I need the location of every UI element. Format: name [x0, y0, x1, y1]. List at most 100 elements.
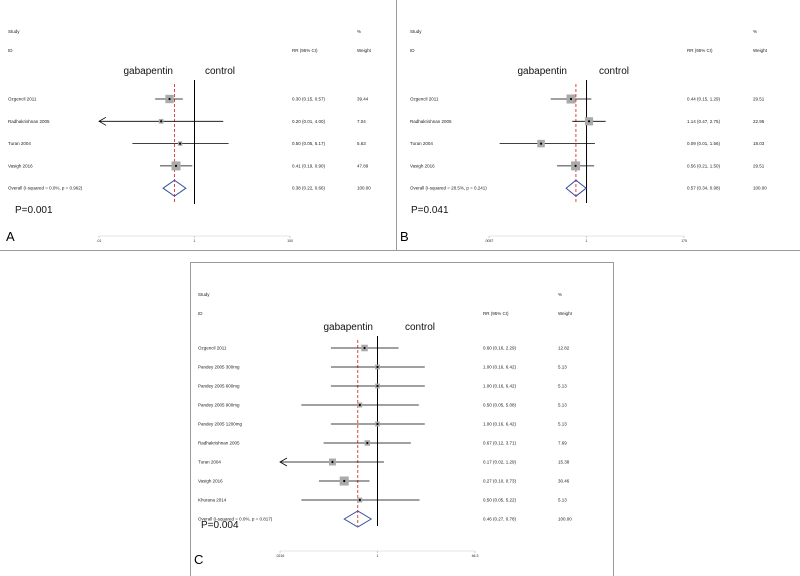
header-percent: %	[753, 29, 757, 34]
weight-value: 5.13	[558, 365, 567, 370]
study-label: Radhakrishnan 2005	[410, 119, 452, 124]
rr-ci-value: 0.60 (0.16, 2.29)	[483, 346, 517, 351]
study-label: Turan 2004	[8, 141, 31, 146]
study-label: Turan 2004	[198, 460, 221, 465]
x-tick-label: 1	[377, 554, 379, 558]
rr-ci-value: 0.44 (0.15, 1.29)	[687, 97, 721, 102]
group-label-gabapentin: gabapentin	[324, 322, 374, 333]
x-tick-label: .0057	[485, 239, 494, 243]
point-estimate	[366, 441, 369, 445]
rr-ci-value: 0.50 (0.05, 5.17)	[292, 141, 326, 146]
rr-ci-value: 0.56 (0.21, 1.50)	[687, 163, 721, 168]
point-estimate	[574, 164, 577, 167]
overall-weight-value: 100.00	[357, 186, 371, 191]
study-label: Ozgencil 2011	[198, 346, 227, 351]
study-label: Ozgencil 2011	[410, 97, 439, 102]
panel-label-c: C	[194, 552, 204, 567]
point-estimate	[179, 142, 182, 145]
point-estimate	[539, 142, 543, 145]
rr-ci-value: 0.50 (0.05, 5.22)	[483, 498, 517, 503]
overall-rr-ci-value: 0.57 (0.34, 0.98)	[687, 186, 721, 191]
rr-ci-value: 1.00 (0.16, 6.42)	[483, 365, 517, 370]
x-tick-label: .0216	[276, 554, 285, 558]
overall-diamond	[565, 179, 587, 197]
weight-value: 29.51	[753, 163, 765, 168]
study-label: Radhakrishnan 2005	[8, 119, 50, 124]
header-weight: Weight	[357, 48, 372, 53]
study-label: Pandey 2005 300mg	[198, 365, 240, 370]
study-label: Pandey 2005 900mg	[198, 403, 240, 408]
weight-value: 7.69	[558, 441, 567, 446]
rr-ci-value: 0.30 (0.15, 0.57)	[292, 97, 326, 102]
weight-value: 30.46	[558, 479, 570, 484]
point-estimate	[363, 346, 366, 350]
ci-arrow-left	[279, 457, 288, 467]
group-label-gabapentin: gabapentin	[124, 66, 174, 77]
point-estimate	[587, 120, 591, 123]
rr-ci-value: 1.14 (0.47, 2.75)	[687, 119, 721, 124]
weight-value: 22.95	[753, 119, 765, 124]
header-weight: Weight	[753, 48, 768, 53]
overall-label: Overall (I-squared = 0.0%, p = 0.817)	[198, 517, 273, 522]
p-value: P=0.041	[411, 205, 449, 216]
study-label: Pandey 2005 1200mg	[198, 422, 243, 427]
overall-rr-ci-value: 0.46 (0.27, 0.78)	[483, 517, 517, 522]
point-estimate	[174, 164, 178, 167]
header-percent: %	[357, 29, 361, 34]
x-tick-label: 1	[586, 239, 588, 243]
weight-value: 5.13	[558, 403, 567, 408]
weight-value: 12.82	[558, 346, 570, 351]
panel-label-b: B	[400, 229, 409, 244]
study-label: Ozgencil 2011	[8, 97, 37, 102]
weight-value: 5.13	[558, 422, 567, 427]
forest-plot-panel-c: Study ID RR (95% CI)% Weight gabapentin contr…	[190, 262, 614, 576]
study-label: Turan 2004	[410, 141, 433, 146]
forest-plot-c: Study ID RR (95% CI)% Weight gabapentin contr…	[198, 292, 573, 558]
point-estimate	[569, 97, 573, 101]
header-study: Study	[198, 292, 210, 297]
overall-diamond	[162, 179, 187, 197]
panel-label-a: A	[6, 229, 15, 244]
header-study: Study	[410, 29, 422, 34]
x-tick-label: 100	[287, 239, 293, 243]
study-label: Vasigh 2016	[198, 479, 223, 484]
x-tick-label: 175	[681, 239, 687, 243]
overall-weight-value: 100.00	[558, 517, 572, 522]
weight-value: 15.38	[558, 460, 570, 465]
p-value: P=0.004	[201, 520, 239, 531]
study-label: Vasigh 2016	[410, 163, 435, 168]
forest-plot-b: Study ID RR (95% CI)% Weight gabapentin contr…	[410, 29, 768, 243]
header-rr-ci: RR (95% CI)	[687, 48, 713, 53]
study-label: Radhakrishnan 2005	[198, 441, 240, 446]
header-id: ID	[8, 48, 13, 53]
group-label-gabapentin: gabapentin	[518, 66, 568, 77]
rr-ci-value: 0.41 (0.19, 0.90)	[292, 163, 326, 168]
weight-value: 29.51	[753, 97, 765, 102]
rr-ci-value: 1.00 (0.16, 6.42)	[483, 422, 517, 427]
point-estimate	[331, 460, 334, 464]
p-value: P=0.001	[15, 205, 53, 216]
group-label-control: control	[599, 66, 629, 77]
forest-plot-panel-b: Study ID RR (95% CI)% Weight gabapentin contr…	[396, 0, 800, 251]
weight-value: 5.13	[558, 384, 567, 389]
point-estimate	[168, 97, 171, 101]
ci-arrow-left	[98, 116, 107, 126]
weight-value: 5.63	[357, 141, 366, 146]
rr-ci-value: 0.20 (0.01, 4.00)	[292, 119, 326, 124]
header-study: Study	[8, 29, 20, 34]
study-label: Khurana 2014	[198, 498, 227, 503]
group-label-control: control	[405, 322, 435, 333]
rr-ci-value: 0.67 (0.12, 3.71)	[483, 441, 517, 446]
study-label: Vasigh 2016	[8, 163, 33, 168]
rr-ci-value: 0.50 (0.05, 5.08)	[483, 403, 517, 408]
weight-value: 39.44	[357, 97, 369, 102]
point-estimate	[358, 403, 361, 407]
weight-value: 18.03	[753, 141, 765, 146]
header-id: ID	[410, 48, 415, 53]
point-estimate	[160, 120, 163, 123]
study-label: Pandey 2005 600mg	[198, 384, 240, 389]
point-estimate	[343, 479, 346, 483]
header-weight: Weight	[558, 311, 573, 316]
overall-label: Overall (I-squared = 0.0%, p = 0.962)	[8, 186, 83, 191]
overall-label: Overall (I-squared = 28.5%, p = 0.241)	[410, 186, 487, 191]
